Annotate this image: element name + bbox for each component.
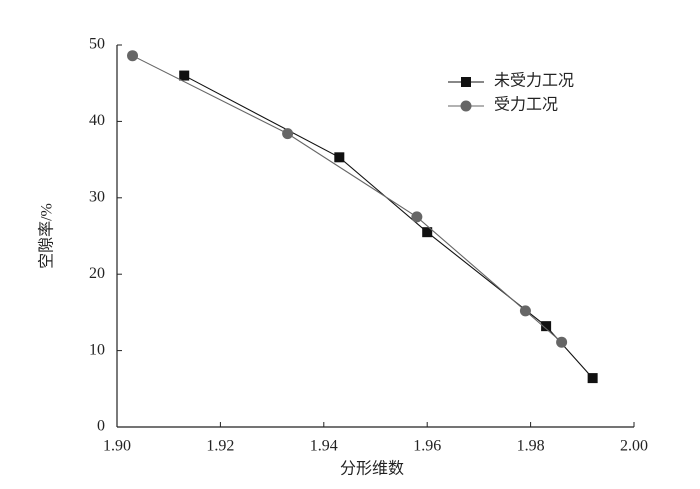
data-point — [541, 321, 552, 332]
series-line — [183, 75, 594, 379]
y-tick-label: 10 — [89, 341, 105, 358]
data-point — [334, 152, 345, 163]
data-point — [587, 373, 598, 384]
x-tick-label: 1.98 — [517, 438, 545, 455]
y-tick-label: 50 — [89, 36, 105, 53]
data-point — [519, 305, 531, 317]
data-point — [127, 50, 139, 62]
legend-marker — [461, 77, 471, 87]
legend-marker — [460, 100, 472, 112]
y-tick-label: 30 — [89, 188, 105, 205]
legend-label: 未受力工况 — [494, 72, 574, 90]
data-point — [422, 227, 433, 238]
x-tick-label: 2.00 — [620, 438, 648, 455]
y-axis-label: 空隙率/% — [38, 203, 56, 269]
x-tick-label: 1.90 — [103, 438, 131, 455]
y-tick-label: 20 — [89, 265, 105, 282]
y-tick-label: 40 — [89, 112, 105, 129]
legend-label: 受力工况 — [494, 96, 558, 114]
y-tick-label: 0 — [97, 418, 105, 435]
data-point — [179, 70, 190, 81]
x-tick-label: 1.92 — [206, 438, 234, 455]
data-point — [556, 336, 568, 348]
x-tick-label: 1.94 — [310, 438, 338, 455]
data-point — [411, 211, 423, 223]
x-tick-label: 1.96 — [413, 438, 441, 455]
data-point — [282, 128, 294, 140]
x-axis-label: 分形维数 — [340, 460, 404, 478]
